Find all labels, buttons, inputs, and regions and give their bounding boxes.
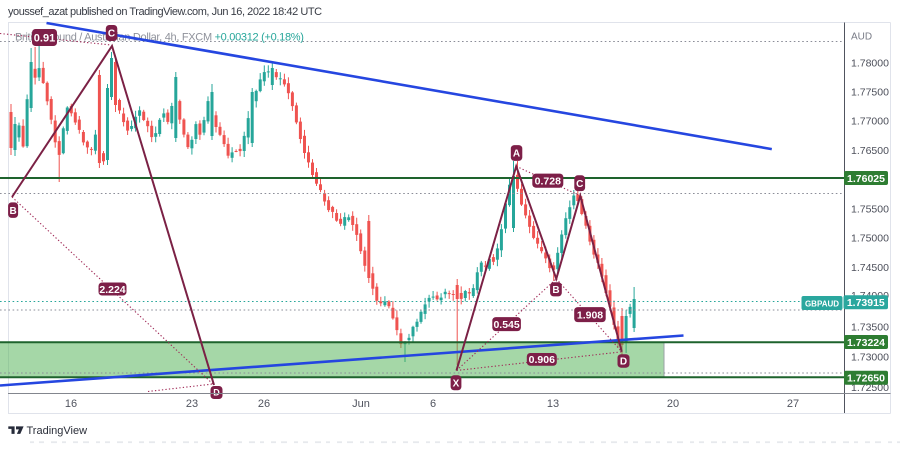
svg-text:TradingView: TradingView xyxy=(27,425,88,437)
svg-text:A: A xyxy=(513,149,520,160)
svg-text:1.75000: 1.75000 xyxy=(851,233,889,245)
svg-text:1.72500: 1.72500 xyxy=(851,382,889,394)
svg-text:1.77500: 1.77500 xyxy=(851,87,889,99)
svg-text:0.545: 0.545 xyxy=(493,319,519,331)
svg-text:1.77000: 1.77000 xyxy=(851,116,889,128)
svg-text:20: 20 xyxy=(667,398,679,410)
svg-text:D: D xyxy=(620,357,627,368)
svg-text:X: X xyxy=(453,378,460,389)
svg-text:British Pound / Australian Dol: British Pound / Australian Dollar, 4h, F… xyxy=(15,32,304,44)
svg-text:1.908: 1.908 xyxy=(577,309,603,321)
svg-text:B: B xyxy=(9,206,16,217)
svg-text:GBPAUD: GBPAUD xyxy=(805,300,839,309)
svg-text:C: C xyxy=(108,29,115,40)
svg-text:23: 23 xyxy=(186,398,198,410)
svg-text:1.75500: 1.75500 xyxy=(851,204,889,216)
svg-text:0.91: 0.91 xyxy=(34,33,55,45)
svg-text:2.224: 2.224 xyxy=(99,284,125,296)
svg-text:16: 16 xyxy=(65,398,77,410)
svg-text:1.76500: 1.76500 xyxy=(851,145,889,157)
svg-text:D: D xyxy=(213,388,220,398)
svg-text:1.72650: 1.72650 xyxy=(847,373,885,385)
svg-text:1.73915: 1.73915 xyxy=(847,297,885,309)
svg-text:0.728: 0.728 xyxy=(535,176,561,188)
svg-text:26: 26 xyxy=(258,398,270,410)
svg-text:1.73000: 1.73000 xyxy=(851,351,889,363)
svg-text:AUD: AUD xyxy=(851,32,872,43)
svg-text:C: C xyxy=(576,179,583,190)
svg-text:6: 6 xyxy=(430,398,436,410)
svg-text:1.74500: 1.74500 xyxy=(851,262,889,274)
svg-text:B: B xyxy=(552,285,559,296)
svg-text:13: 13 xyxy=(547,398,559,410)
svg-text:1.73500: 1.73500 xyxy=(851,322,889,334)
svg-text:1.76025: 1.76025 xyxy=(847,173,885,185)
svg-text:27: 27 xyxy=(787,398,799,410)
svg-text:1.78000: 1.78000 xyxy=(851,57,889,69)
svg-text:Jun: Jun xyxy=(352,398,370,410)
svg-text:0.906: 0.906 xyxy=(529,354,555,366)
svg-text:youssef_azat published on Trad: youssef_azat published on TradingView.co… xyxy=(8,6,322,18)
svg-text:1.73224: 1.73224 xyxy=(847,337,885,349)
